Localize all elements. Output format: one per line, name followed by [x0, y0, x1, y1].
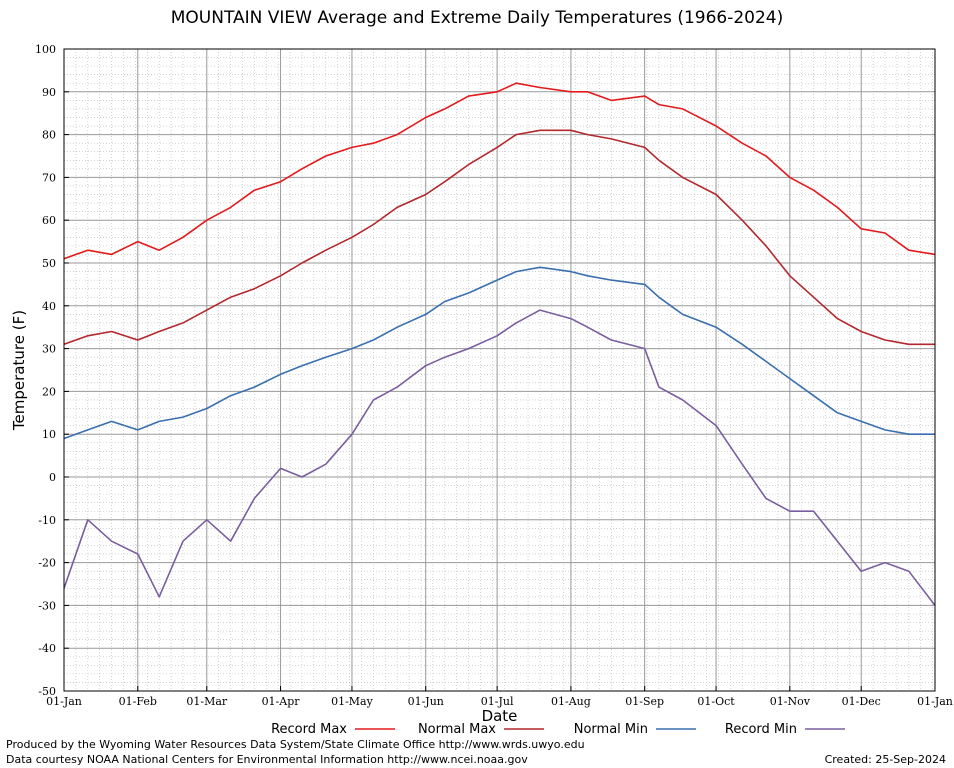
x-tick-label: 01-May: [331, 695, 374, 708]
y-tick-label: 30: [42, 343, 56, 356]
x-axis-label: Date: [482, 707, 518, 725]
x-axis-ticks: 01-Jan 01-Feb 01-Mar 01-Apr 01-May 01-Jun 01-J…: [46, 686, 953, 708]
x-tick-label: 01-Sep: [625, 695, 664, 708]
y-tick-label: -10: [38, 514, 56, 527]
x-tick-label: 01-Nov: [770, 695, 811, 708]
x-tick-label: 01-Apr: [262, 695, 301, 708]
x-tick-label: 01-Jul: [481, 695, 514, 708]
y-axis-label: Temperature (F): [10, 310, 28, 431]
series-layer: [63, 82, 936, 606]
normal-max-legend-label: Normal Max: [418, 722, 496, 737]
footer-producer: Produced by the Wyoming Water Resources …: [6, 738, 585, 751]
y-tick-label: 20: [42, 385, 56, 398]
normal-min-legend-label: Normal Min: [574, 722, 648, 737]
x-tick-label: 01-Jun: [408, 695, 444, 708]
record-max-legend-label: Record Max: [271, 722, 347, 737]
x-tick-label: 01-Aug: [551, 695, 591, 708]
x-tick-label: 01-Mar: [186, 695, 228, 708]
footer-created-date: Created: 25-Sep-2024: [824, 753, 946, 766]
y-tick-label: 0: [49, 471, 56, 484]
normal-max-line: [63, 129, 935, 346]
x-tick-label: 01-Feb: [119, 695, 157, 708]
y-tick-label: 10: [42, 428, 56, 441]
y-tick-label: 80: [42, 129, 56, 142]
y-tick-label: 70: [42, 171, 56, 184]
record-min-legend-label: Record Min: [725, 722, 797, 737]
minor-grid: [64, 49, 935, 691]
y-tick-label: -30: [38, 599, 56, 612]
y-tick-label: 100: [35, 43, 56, 56]
plot-frame: [63, 48, 936, 692]
y-tick-label: 60: [42, 214, 56, 227]
y-tick-label: -20: [38, 557, 56, 570]
x-tick-label: 01-Jan: [917, 695, 953, 708]
y-tick-label: -40: [38, 642, 56, 655]
y-tick-label: 90: [42, 86, 56, 99]
y-tick-label: 40: [42, 300, 56, 313]
x-tick-label: 01-Dec: [842, 695, 881, 708]
y-tick-label: -50: [38, 685, 56, 698]
normal-min-line: [63, 266, 935, 440]
record-min-line: [63, 309, 936, 606]
x-tick-label: 01-Jan: [46, 695, 82, 708]
footer-data-source: Data courtesy NOAA National Centers for …: [6, 753, 528, 766]
chart-title: MOUNTAIN VIEW Average and Extreme Daily …: [170, 8, 784, 28]
x-tick-label: 01-Oct: [697, 695, 735, 708]
legend: Record Max Normal Max Normal Min Record Min: [271, 722, 845, 737]
record-max-line: [63, 82, 936, 260]
y-tick-label: 50: [42, 257, 56, 270]
y-axis-ticks: -50 -40 -30 -20 -10 0 10 20 30 40 50 60 70 80 90 100: [35, 43, 69, 698]
